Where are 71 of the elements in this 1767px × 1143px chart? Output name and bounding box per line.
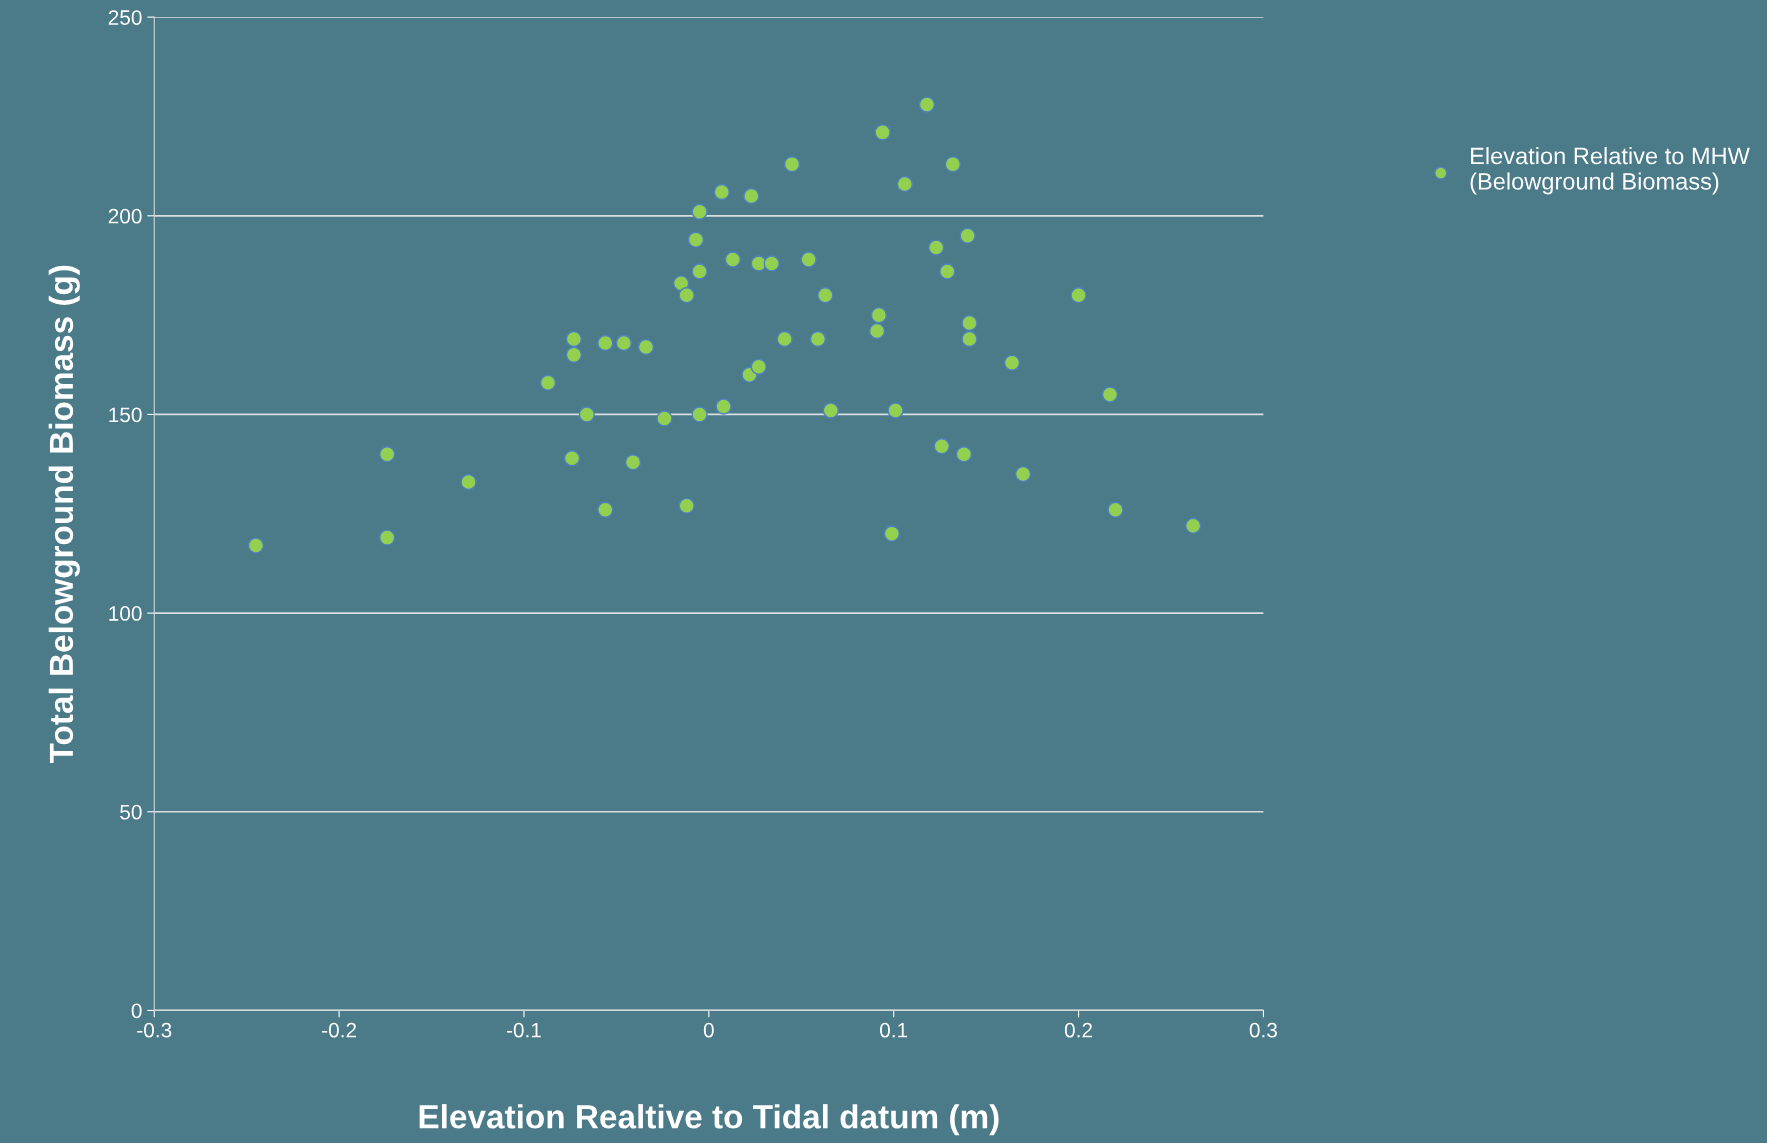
x-axis-title: Elevation Realtive to Tidal datum (m) <box>419 1104 999 1136</box>
y-tick-label: 150 <box>109 407 142 423</box>
point <box>918 96 936 113</box>
point <box>713 183 730 201</box>
x-tick-label: 0 <box>703 1022 714 1038</box>
y-tick-label: 0 <box>131 1003 142 1019</box>
point <box>379 529 396 546</box>
point <box>783 156 801 173</box>
point <box>563 450 581 467</box>
legend-label: Elevation Relative to MHW (Belowground Biomass) <box>1470 146 1750 195</box>
point <box>724 251 742 268</box>
point <box>800 251 817 268</box>
point <box>460 473 477 491</box>
point <box>565 346 583 363</box>
point <box>578 406 595 423</box>
point <box>817 287 834 304</box>
point <box>565 330 583 348</box>
point <box>672 275 690 292</box>
point <box>597 501 614 518</box>
point <box>691 263 708 280</box>
point <box>691 203 708 220</box>
point <box>776 330 793 348</box>
x-tick-label: 0.2 <box>1064 1022 1092 1038</box>
y-tick-label: 100 <box>109 606 142 621</box>
point <box>637 338 655 356</box>
point <box>822 402 839 419</box>
y-tick-label: 250 <box>108 10 142 25</box>
y-tick-label: 200 <box>108 208 142 224</box>
x-tick-label: -0.1 <box>506 1022 541 1038</box>
point <box>715 398 732 415</box>
point <box>933 438 950 455</box>
point <box>961 330 978 348</box>
point <box>928 239 945 256</box>
point <box>874 124 891 141</box>
point <box>1101 386 1119 403</box>
point <box>955 446 973 463</box>
point <box>887 402 904 419</box>
point <box>939 263 956 280</box>
point <box>750 358 767 375</box>
point <box>896 175 913 193</box>
point <box>961 314 978 332</box>
point <box>1014 465 1032 483</box>
point <box>1185 517 1202 534</box>
point <box>1107 501 1124 518</box>
point <box>691 406 708 423</box>
point <box>763 255 780 272</box>
point <box>624 453 642 471</box>
point <box>678 497 695 514</box>
x-tick-label: -0.3 <box>137 1022 172 1038</box>
point <box>1003 354 1021 371</box>
point <box>678 287 695 304</box>
point <box>870 306 888 324</box>
point <box>615 334 632 352</box>
x-tick-label: 0.3 <box>1249 1022 1277 1038</box>
point <box>247 537 265 554</box>
point <box>687 231 705 248</box>
point <box>656 410 673 427</box>
point <box>809 330 827 348</box>
point <box>944 156 961 173</box>
point <box>868 322 886 340</box>
y-axis-title: Total Belowground Biomass (g) <box>48 265 80 764</box>
point <box>539 374 557 391</box>
point <box>379 446 396 463</box>
y-tick-label: 50 <box>120 804 142 820</box>
point <box>743 187 760 205</box>
x-tick-label: 0.1 <box>880 1022 908 1038</box>
point <box>959 227 976 244</box>
point <box>597 334 614 352</box>
point <box>1070 287 1087 304</box>
x-tick-label: -0.2 <box>322 1022 357 1038</box>
point <box>883 525 900 542</box>
